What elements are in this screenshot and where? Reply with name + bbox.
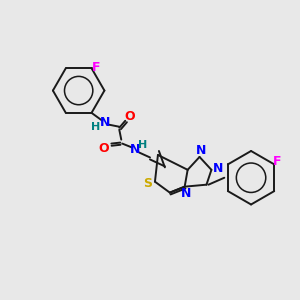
Text: F: F (92, 61, 101, 74)
Text: N: N (181, 187, 191, 200)
Text: F: F (273, 155, 281, 168)
Text: H: H (91, 122, 100, 132)
Text: O: O (98, 142, 109, 155)
Text: N: N (100, 116, 111, 129)
Text: O: O (125, 110, 136, 123)
Text: N: N (130, 143, 140, 156)
Text: N: N (196, 145, 207, 158)
Text: N: N (213, 162, 224, 175)
Text: S: S (143, 177, 152, 190)
Text: H: H (138, 140, 148, 150)
